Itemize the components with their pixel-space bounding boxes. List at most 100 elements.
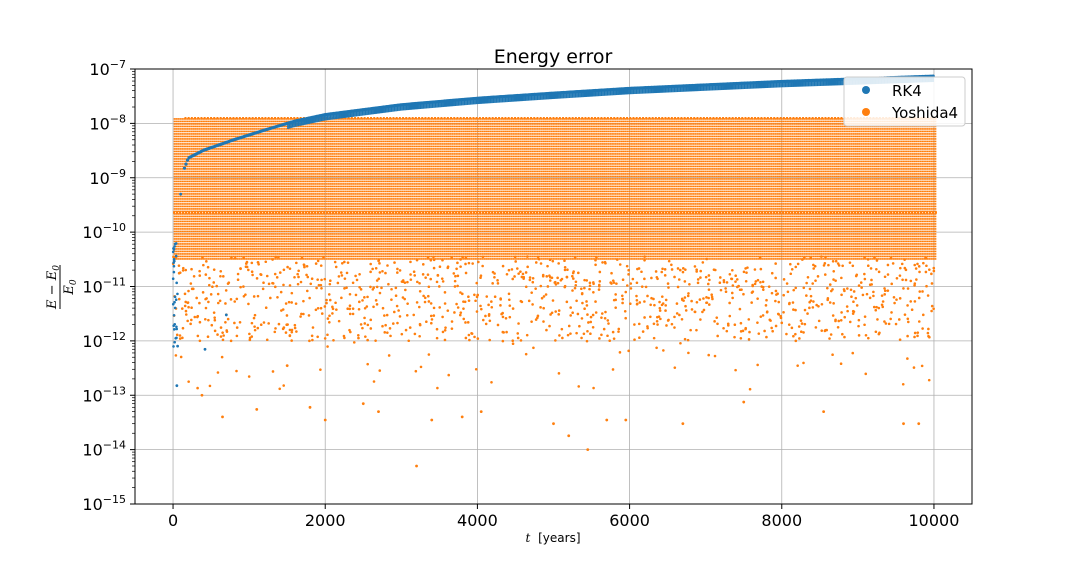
yoshida4-point (511, 342, 515, 345)
yoshida4-point (875, 267, 878, 271)
yoshida4-point (567, 324, 571, 328)
yoshida4-point (553, 281, 557, 284)
yoshida4-point (624, 290, 628, 294)
yoshida4-point (374, 267, 378, 270)
y-label-den-text: E (62, 285, 77, 296)
yoshida4-point (267, 282, 271, 286)
yoshida4-point (640, 270, 643, 274)
yoshida4-point (883, 275, 887, 279)
yoshida4-point (450, 256, 454, 259)
yoshida4-point (883, 320, 886, 323)
yoshida4-point (812, 300, 815, 303)
yoshida4-point (496, 323, 500, 327)
yoshida4-point (488, 338, 491, 342)
yoshida4-point (629, 282, 633, 285)
yoshida4-point (393, 261, 396, 264)
yoshida4-point (834, 279, 837, 282)
yoshida4-point (479, 410, 483, 414)
legend-label-yoshida4: Yoshida4 (891, 104, 958, 122)
yoshida4-point (857, 334, 861, 337)
yoshida4-point (369, 262, 372, 266)
yoshida4-point (530, 320, 533, 323)
yoshida4-point (205, 297, 208, 300)
yoshida4-point (792, 308, 795, 311)
yoshida4-point (913, 300, 917, 303)
yoshida4-point (913, 331, 917, 335)
yoshida4-point (320, 278, 323, 282)
yoshida4-point (212, 311, 216, 314)
yoshida4-point (345, 271, 349, 275)
yoshida4-point (623, 309, 627, 313)
yoshida4-point (311, 326, 315, 329)
yoshida4-point (681, 422, 685, 426)
yoshida4-point (327, 293, 331, 296)
yoshida4-point (823, 273, 827, 276)
yoshida4-point (302, 299, 305, 303)
yoshida4-point (560, 327, 564, 331)
yoshida4-point (774, 289, 778, 293)
yoshida4-point (777, 300, 781, 304)
yoshida4-point (479, 274, 483, 278)
yoshida4-point (608, 339, 611, 342)
yoshida4-point (393, 310, 396, 314)
rk4-point (179, 192, 183, 196)
yoshida4-point (426, 294, 430, 298)
yoshida4-point (782, 310, 785, 314)
yoshida4-point (569, 332, 572, 335)
yoshida4-point (670, 263, 673, 267)
yoshida4-point (588, 287, 591, 291)
rk4-point (172, 324, 175, 327)
yoshida4-point (582, 332, 586, 336)
rk4-point (175, 384, 179, 388)
yoshida4-point (589, 315, 593, 319)
yoshida4-point (597, 288, 601, 291)
yoshida4-point (245, 265, 249, 269)
yoshida4-point (874, 330, 878, 334)
y-tick-label: 10−12 (82, 330, 126, 351)
yoshida4-point (633, 338, 636, 341)
yoshida4-point (656, 323, 659, 326)
yoshida4-point (791, 301, 795, 304)
yoshida4-point (282, 283, 285, 287)
yoshida4-point (866, 258, 870, 261)
yoshida4-point (932, 307, 935, 311)
yoshida4-point (193, 315, 197, 319)
yoshida4-point (361, 299, 364, 302)
yoshida4-point (290, 301, 293, 304)
yoshida4-point (656, 277, 659, 281)
yoshida4-point (430, 318, 434, 321)
yoshida4-point (854, 296, 858, 300)
yoshida4-point (611, 330, 615, 334)
yoshida4-point (710, 293, 714, 297)
yoshida4-point (901, 382, 905, 386)
yoshida4-point (369, 327, 373, 330)
yoshida4-point (213, 329, 217, 333)
yoshida4-point (828, 301, 832, 304)
yoshida4-point (705, 301, 709, 304)
yoshida4-point (860, 286, 863, 289)
yoshida4-point (233, 321, 236, 325)
yoshida4-point (219, 326, 223, 329)
yoshida4-point (507, 298, 511, 302)
yoshida4-point (239, 267, 242, 270)
yoshida4-point (725, 281, 729, 284)
yoshida4-point (524, 352, 528, 356)
yoshida4-point (196, 386, 199, 390)
yoshida4-point (831, 353, 834, 357)
yoshida4-point (585, 304, 589, 307)
yoshida4-point (895, 298, 898, 301)
yoshida4-point (708, 278, 711, 282)
yoshida4-point (320, 286, 323, 290)
yoshida4-point (501, 315, 505, 319)
yoshida4-point (221, 415, 224, 419)
yoshida4-point (563, 268, 567, 272)
yoshida4-point (758, 256, 762, 260)
yoshida4-point (178, 337, 182, 340)
yoshida4-point (640, 285, 644, 288)
yoshida4-point (637, 322, 641, 326)
yoshida4-point (559, 278, 563, 282)
yoshida4-point (705, 296, 708, 299)
yoshida4-point (226, 317, 230, 321)
yoshida4-point (184, 309, 188, 313)
yoshida4-point (883, 287, 886, 290)
